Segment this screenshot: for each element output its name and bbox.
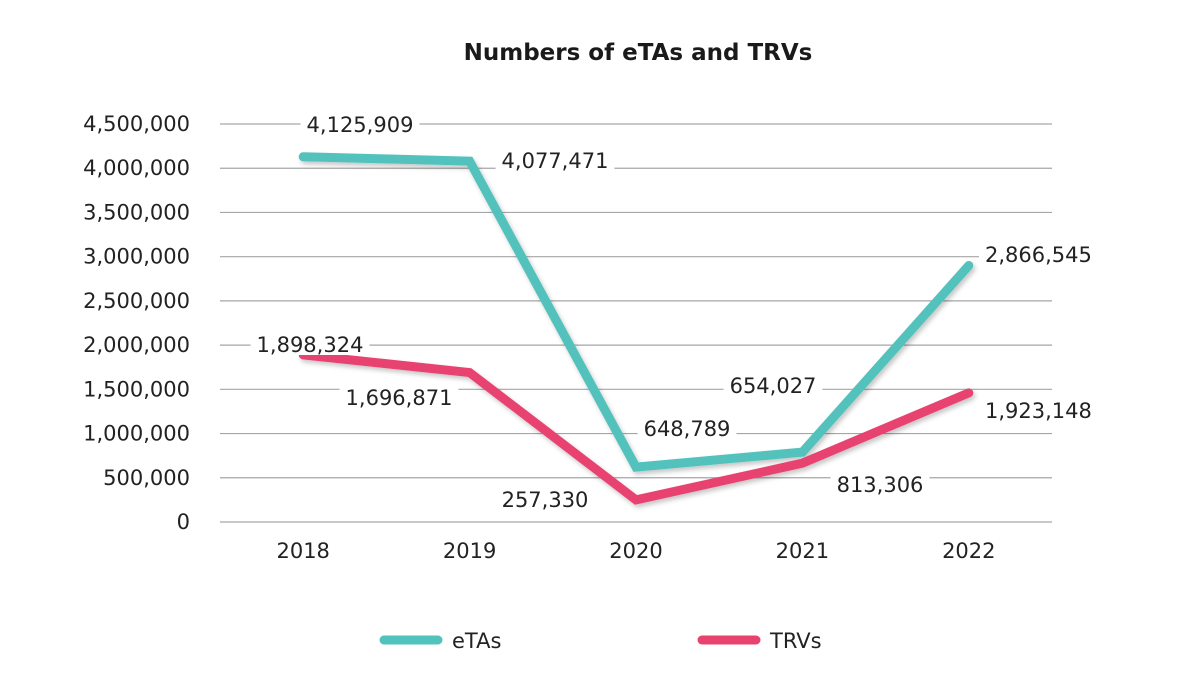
data-label-trvs: 1,923,148 (985, 399, 1092, 423)
y-tick-label: 2,500,000 (83, 289, 190, 313)
data-label-etas: 2,866,545 (985, 243, 1092, 267)
legend: eTAs TRVs (379, 629, 822, 653)
data-label-background (339, 388, 459, 408)
data-label-background (495, 151, 615, 171)
x-tick-label: 2019 (443, 539, 496, 563)
data-label-background (979, 245, 1098, 265)
data-label-background (495, 490, 595, 510)
data-label-etas: 4,077,471 (502, 149, 609, 173)
data-labels: 4,125,909 4,077,471 648,789 654,027 2,866,54… (250, 113, 1098, 512)
y-tick-label: 3,500,000 (83, 200, 190, 224)
data-label-trvs: 1,696,871 (346, 386, 453, 410)
data-label-trvs: 257,330 (502, 488, 589, 512)
series-lines (298, 152, 974, 505)
y-tick-label: 1,500,000 (83, 377, 190, 401)
x-axis-ticks: 2018 2019 2020 2021 2022 (276, 539, 995, 563)
series-line-etas (298, 152, 974, 472)
data-label-background (979, 401, 1098, 421)
y-tick-label: 500,000 (103, 466, 190, 490)
data-label-background (830, 475, 930, 495)
data-label-etas: 654,027 (730, 374, 817, 398)
y-tick-label: 0 (177, 510, 190, 534)
legend-label-trvs: TRVs (769, 629, 822, 653)
data-label-background (723, 376, 823, 396)
x-tick-label: 2022 (942, 539, 995, 563)
y-tick-label: 2,000,000 (83, 333, 190, 357)
y-tick-label: 4,000,000 (83, 156, 190, 180)
data-label-background (300, 115, 420, 135)
data-label-background (637, 419, 737, 439)
x-tick-label: 2020 (609, 539, 662, 563)
data-label-trvs: 813,306 (837, 473, 924, 497)
data-label-etas: 4,125,909 (307, 113, 414, 137)
x-tick-label: 2018 (276, 539, 329, 563)
data-label-background (250, 335, 370, 355)
legend-label-etas: eTAs (452, 629, 501, 653)
y-tick-label: 1,000,000 (83, 422, 190, 446)
y-tick-label: 3,000,000 (83, 245, 190, 269)
data-label-etas: 648,789 (644, 417, 731, 441)
y-tick-label: 4,500,000 (83, 112, 190, 136)
y-axis-ticks: 0 500,000 1,000,000 1,500,000 2,000,000 2,500… (83, 112, 190, 534)
x-tick-label: 2021 (776, 539, 829, 563)
chart-title: Numbers of eTAs and TRVs (464, 40, 813, 66)
data-label-trvs: 1,898,324 (257, 333, 364, 357)
